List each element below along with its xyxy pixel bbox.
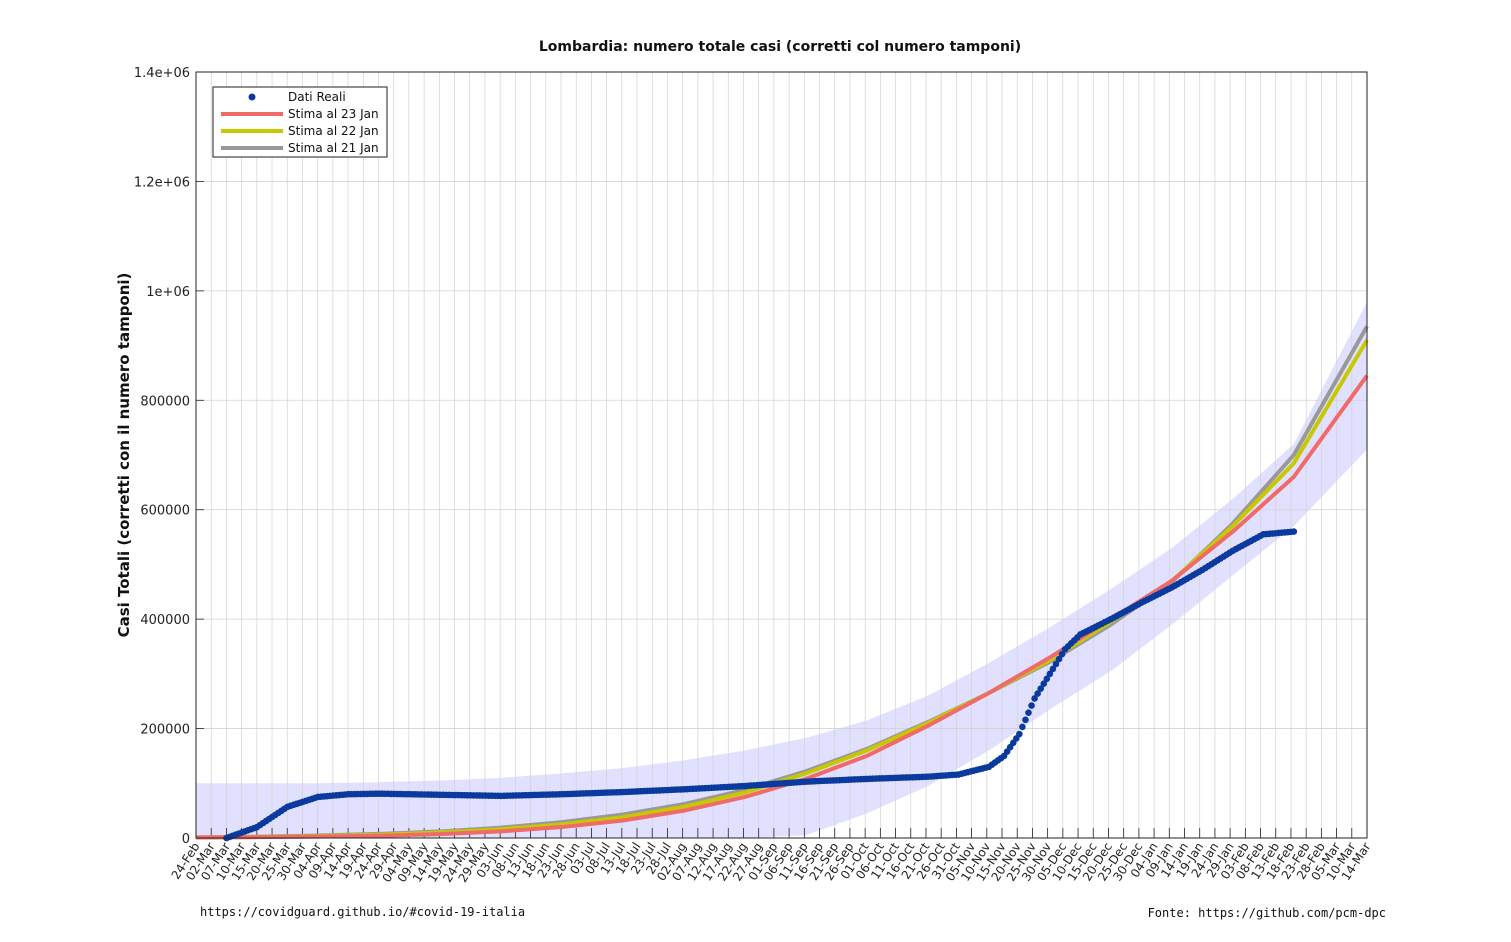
data-point: [1034, 690, 1041, 697]
data-point: [1019, 723, 1026, 731]
data-point: [1052, 660, 1060, 668]
legend-label: Dati Reali: [288, 90, 346, 104]
footer-source-url: https://covidguard.github.io/#covid-19-i…: [200, 905, 526, 919]
legend-label: Stima al 22 Jan: [288, 124, 379, 138]
y-tick-label: 1e+06: [146, 285, 190, 300]
confidence-band: [196, 301, 1367, 838]
data-point: [1022, 716, 1029, 724]
legend-label: Stima al 23 Jan: [288, 107, 379, 121]
data-point: [1058, 650, 1066, 658]
data-point: [1031, 695, 1038, 702]
y-axis-label: Casi Totali (corretti con il numero tamp…: [115, 273, 133, 638]
legend-label: Stima al 21 Jan: [288, 141, 379, 155]
data-point: [1037, 685, 1045, 692]
footer-data-source: Fonte: https://github.com/pcm-dpc: [1147, 906, 1386, 920]
y-tick-label: 1.2e+06: [134, 175, 190, 190]
y-tick-label: 600000: [140, 504, 190, 519]
series-layer: [195, 325, 1369, 842]
legend-marker: [248, 93, 256, 101]
data-point: [1055, 655, 1063, 663]
data-point: [1290, 528, 1298, 535]
plot-frame: [195, 71, 1368, 839]
series-line-stima-al-23-jan: [195, 374, 1369, 840]
confidence-band-layer: [196, 301, 1367, 838]
y-tick-labels: 0 200000 400000 600000 800000 1e+06 1.2e+06 1.4…: [134, 66, 190, 847]
y-tick-label: 0: [182, 832, 190, 847]
data-point: [1028, 702, 1035, 709]
data-point: [1043, 675, 1051, 683]
y-tick-label: 400000: [140, 613, 190, 628]
y-tick-label: 1.4e+06: [134, 66, 190, 81]
data-point: [1025, 709, 1032, 717]
data-point: [1046, 670, 1054, 678]
legend-box: [212, 86, 388, 158]
y-tick-label: 200000: [140, 723, 190, 738]
series-points-dati-reali: [223, 528, 1298, 842]
chart-title: Lombardia: numero totale casi (corretti …: [539, 39, 1021, 55]
legend: Dati Reali Stima al 23 Jan Stima al 22 Jan…: [212, 86, 388, 158]
data-point: [1040, 680, 1048, 688]
data-point: [1016, 730, 1023, 738]
y-tick-label: 800000: [140, 394, 190, 409]
x-tick-labels: 24-Feb02-Mar07-Mar10-Mar15-Mar20-Mar25-M…: [169, 840, 1374, 885]
grid-layer: [195, 71, 1368, 839]
data-point: [1049, 665, 1057, 673]
